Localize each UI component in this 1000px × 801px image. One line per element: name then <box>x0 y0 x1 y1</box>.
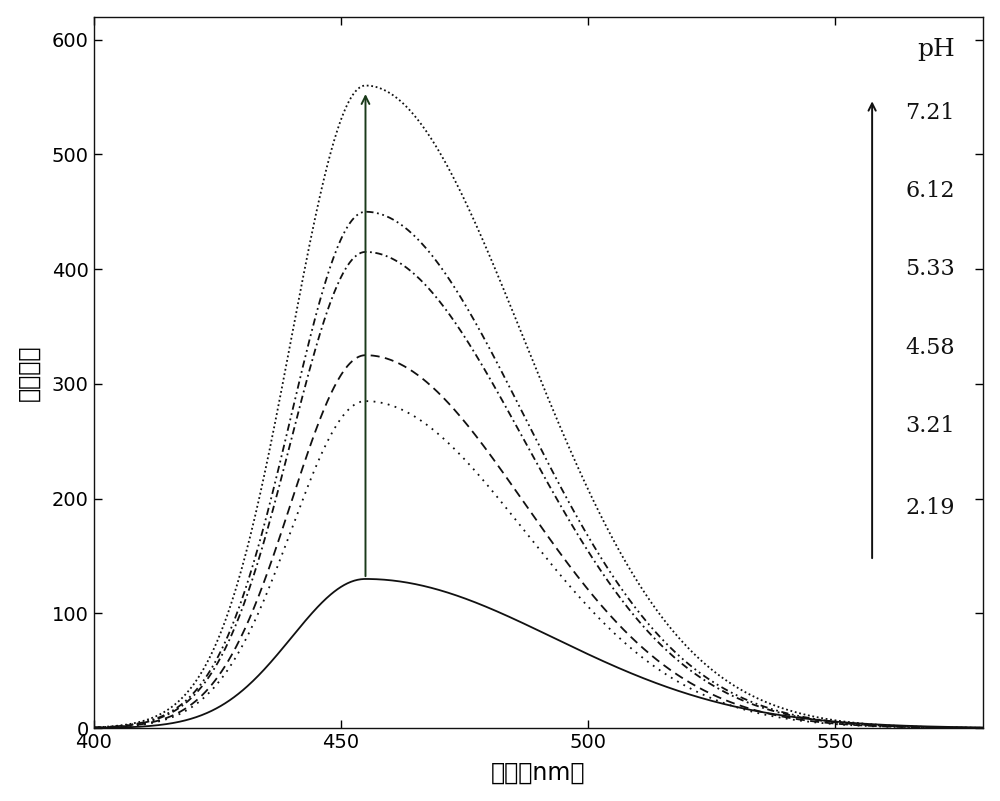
Text: 6.12: 6.12 <box>905 180 955 202</box>
Y-axis label: 荧光强度: 荧光强度 <box>17 344 41 400</box>
Text: 2.19: 2.19 <box>905 497 955 518</box>
Text: 7.21: 7.21 <box>905 102 955 123</box>
Text: 4.58: 4.58 <box>905 336 955 359</box>
X-axis label: 波长（nm）: 波长（nm） <box>491 760 586 784</box>
Text: 3.21: 3.21 <box>905 415 955 437</box>
Text: pH: pH <box>917 38 955 61</box>
Text: 5.33: 5.33 <box>905 258 955 280</box>
